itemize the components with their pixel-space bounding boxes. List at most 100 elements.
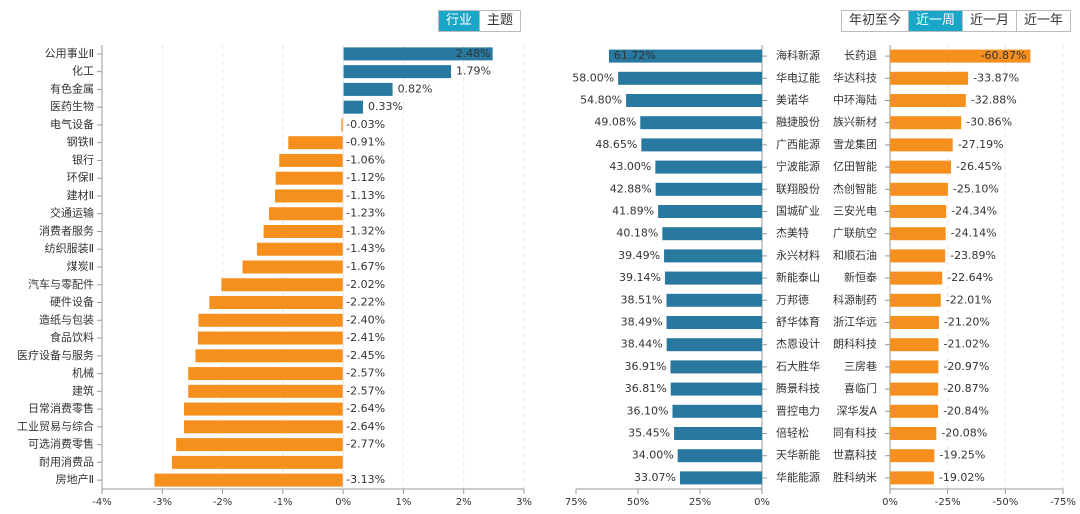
stock-name-label: 晋控电力 bbox=[776, 403, 820, 417]
industry-bar bbox=[183, 402, 344, 416]
stock-name-label: 联翔股份 bbox=[776, 181, 820, 195]
category-label: 医疗设备与服务 bbox=[17, 348, 94, 362]
gainer-bar bbox=[672, 404, 762, 418]
bar-value-label: -30.86% bbox=[966, 116, 1012, 129]
industry-bar bbox=[221, 278, 344, 292]
bar-value-label: -33.87% bbox=[973, 71, 1019, 84]
bar-value-label: -0.03% bbox=[346, 118, 385, 131]
gainer-bar bbox=[641, 138, 762, 152]
loser-bar bbox=[890, 116, 962, 130]
gainer-bar bbox=[677, 449, 762, 463]
x-tick-label: 25% bbox=[689, 497, 711, 508]
industry-bar bbox=[171, 455, 344, 469]
tab-theme[interactable]: 主题 bbox=[479, 11, 520, 31]
category-label: 钢铁Ⅱ bbox=[67, 136, 94, 149]
stock-name-label: 三房巷 bbox=[844, 360, 877, 373]
loser-bar bbox=[890, 316, 939, 329]
gainer-bar bbox=[670, 382, 762, 396]
bar-value-label: 1.79% bbox=[456, 65, 491, 78]
stock-name-label: 海科新源 bbox=[776, 48, 820, 62]
bar-value-label: 39.49% bbox=[618, 249, 660, 262]
x-tick-label: 2% bbox=[456, 497, 472, 508]
industry-bar bbox=[343, 82, 393, 96]
bar-value-label: 54.80% bbox=[580, 94, 622, 107]
category-label: 医药生物 bbox=[50, 99, 94, 113]
stock-name-label: 美诺华 bbox=[776, 93, 809, 107]
gainer-bar bbox=[608, 49, 762, 63]
bar-value-label: 0.33% bbox=[368, 100, 403, 113]
tab-industry[interactable]: 行业 bbox=[439, 11, 480, 31]
loser-bar bbox=[890, 404, 939, 418]
bar-value-label: -21.02% bbox=[943, 338, 989, 351]
stock-name-label: 喜临门 bbox=[844, 381, 877, 395]
industry-bar bbox=[343, 65, 452, 79]
category-label: 煤炭Ⅱ bbox=[67, 260, 94, 273]
stock-name-label: 亿田智能 bbox=[833, 159, 877, 173]
bar-value-label: -2.57% bbox=[346, 384, 385, 397]
tab-month[interactable]: 近一月 bbox=[962, 11, 1016, 31]
tab-ytd[interactable]: 年初至今 bbox=[849, 13, 902, 28]
stock-name-label: 舒华体育 bbox=[776, 315, 820, 329]
stock-name-label: 雪龙集团 bbox=[833, 137, 877, 151]
bar-value-label: 36.91% bbox=[625, 360, 667, 373]
bar-value-label: 38.44% bbox=[621, 338, 663, 351]
bar-value-label: 41.89% bbox=[612, 205, 654, 218]
stock-name-label: 朗科科技 bbox=[833, 337, 877, 351]
stock-name-label: 国城矿业 bbox=[776, 205, 820, 218]
stock-name-label: 腾景科技 bbox=[776, 381, 820, 395]
x-tick-label: -4% bbox=[92, 497, 111, 508]
industry-bar bbox=[209, 296, 344, 310]
category-label: 公用事业Ⅱ bbox=[45, 47, 94, 60]
bar-value-label: -1.43% bbox=[346, 242, 385, 255]
tab-year[interactable]: 近一年 bbox=[1016, 11, 1070, 31]
stock-name-label: 和顺石油 bbox=[833, 248, 877, 262]
category-label: 银行 bbox=[72, 152, 94, 166]
category-label: 工业贸易与综合 bbox=[17, 419, 94, 433]
category-label: 化工 bbox=[72, 64, 94, 78]
stock-name-label: 华电辽能 bbox=[776, 70, 820, 84]
loser-bar bbox=[890, 293, 941, 307]
bar-value-label: -2.02% bbox=[346, 278, 385, 291]
gainer-bar bbox=[662, 227, 762, 241]
industry-bar bbox=[268, 207, 344, 221]
x-tick-label: 0% bbox=[335, 497, 351, 508]
bar-value-label: 48.65% bbox=[595, 138, 637, 151]
gainer-bar bbox=[664, 249, 762, 263]
bar-value-label: -2.45% bbox=[346, 349, 385, 362]
x-tick-label: 75% bbox=[565, 497, 587, 508]
stock-name-label: 华达科技 bbox=[833, 70, 877, 84]
gainer-bar bbox=[655, 160, 762, 174]
gainer-bar bbox=[666, 316, 762, 329]
x-tick-label: -25% bbox=[935, 497, 961, 508]
loser-bar bbox=[890, 71, 969, 85]
bar-value-label: 49.08% bbox=[594, 116, 636, 129]
stock-name-label: 杰美特 bbox=[776, 226, 809, 240]
gainer-bar bbox=[679, 471, 762, 485]
stock-name-label: 世嘉科技 bbox=[833, 448, 877, 462]
bar-value-label: -60.87% bbox=[980, 49, 1026, 62]
bar-value-label: -20.08% bbox=[941, 427, 987, 440]
stock-name-label: 宁波能源 bbox=[776, 159, 820, 173]
industry-theme-tabs: 行业 主题 bbox=[438, 10, 522, 32]
tab-week[interactable]: 近一周 bbox=[908, 11, 963, 31]
stock-name-label: 长药退 bbox=[844, 49, 877, 62]
stock-name-label: 永兴材料 bbox=[776, 248, 820, 262]
bar-value-label: 58.00% bbox=[572, 71, 614, 84]
loser-bar bbox=[890, 138, 953, 152]
gainer-bar bbox=[618, 71, 762, 85]
category-label: 耐用消费品 bbox=[39, 454, 94, 468]
industry-bar bbox=[341, 118, 344, 132]
bar-value-label: 38.51% bbox=[621, 293, 663, 306]
stock-name-label: 石大胜华 bbox=[776, 359, 820, 373]
category-label: 汽车与零配件 bbox=[28, 277, 94, 291]
bar-value-label: -3.13% bbox=[346, 473, 385, 486]
bar-value-label: 35.45% bbox=[628, 427, 670, 440]
loser-bar bbox=[890, 205, 947, 218]
bar-value-label: -23.89% bbox=[950, 249, 996, 262]
industry-bar bbox=[195, 349, 344, 363]
loser-bar bbox=[890, 160, 952, 174]
industry-bar bbox=[263, 224, 344, 238]
x-tick-label: 50% bbox=[627, 497, 649, 508]
x-tick-label: 3% bbox=[516, 497, 532, 508]
industry-bar bbox=[343, 47, 493, 61]
